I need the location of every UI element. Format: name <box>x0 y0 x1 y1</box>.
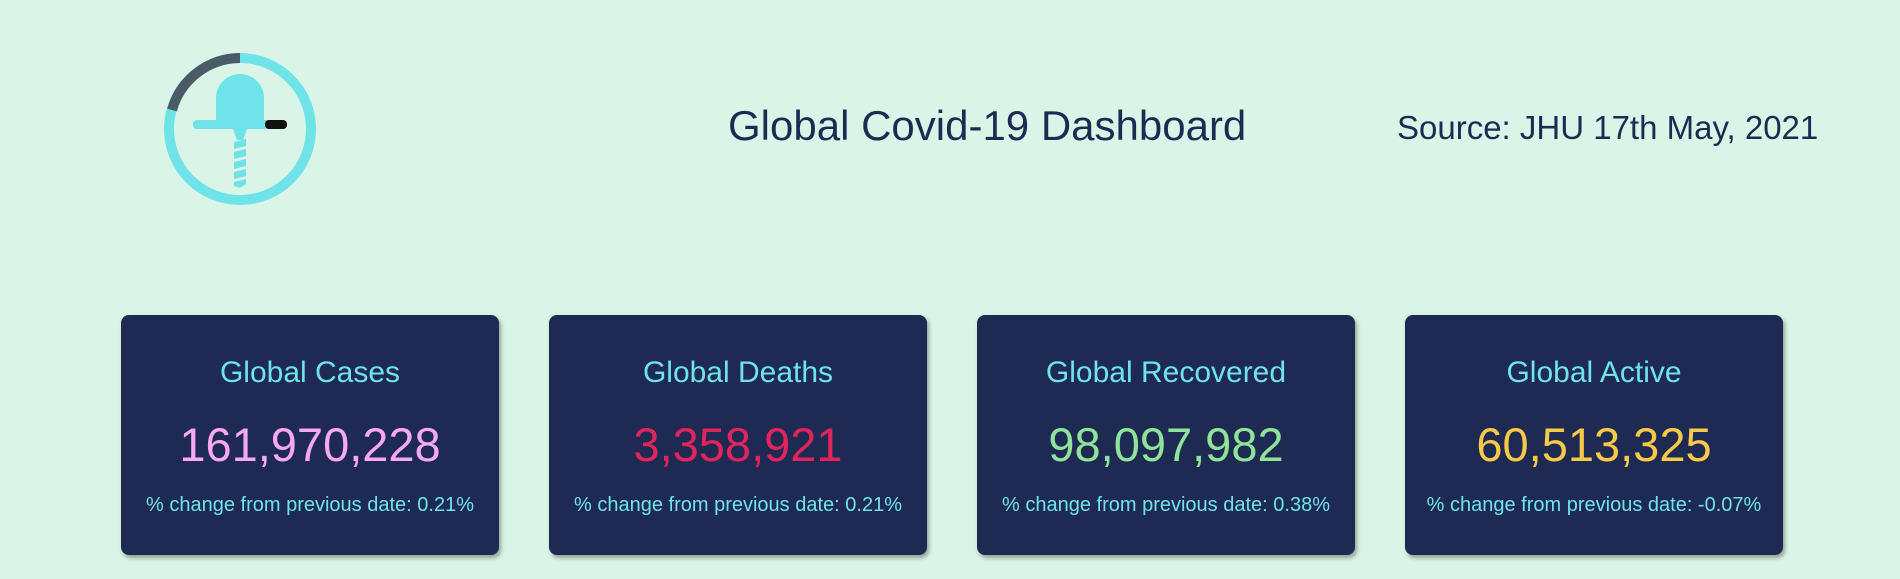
global-active-card: Global Active 60,513,325 % change from p… <box>1405 315 1783 555</box>
card-value: 3,358,921 <box>633 418 843 471</box>
card-title: Global Cases <box>219 356 401 389</box>
global-cases-card: Global Cases 161,970,228 % change from p… <box>121 315 499 555</box>
card-title: Global Deaths <box>642 356 834 389</box>
data-source-label: Source: JHU 17th May, 2021 <box>1397 109 1819 146</box>
card-change-text: % change from previous date: 0.21% <box>574 494 902 516</box>
card-change-text: % change from previous date: 0.21% <box>146 494 474 516</box>
card-title: Global Active <box>1506 356 1682 389</box>
card-value: 161,970,228 <box>179 418 441 471</box>
card-value: 98,097,982 <box>1048 418 1284 471</box>
global-recovered-card: Global Recovered 98,097,982 % change fro… <box>977 315 1355 555</box>
card-change-text: % change from previous date: 0.38% <box>1002 494 1330 516</box>
global-deaths-card: Global Deaths 3,358,921 % change from pr… <box>549 315 927 555</box>
card-title: Global Recovered <box>1045 356 1287 389</box>
page-title: Global Covid-19 Dashboard <box>728 102 1247 149</box>
card-change-text: % change from previous date: -0.07% <box>1426 494 1762 516</box>
covid-ring-logo-icon <box>161 50 319 208</box>
card-value: 60,513,325 <box>1476 418 1712 471</box>
